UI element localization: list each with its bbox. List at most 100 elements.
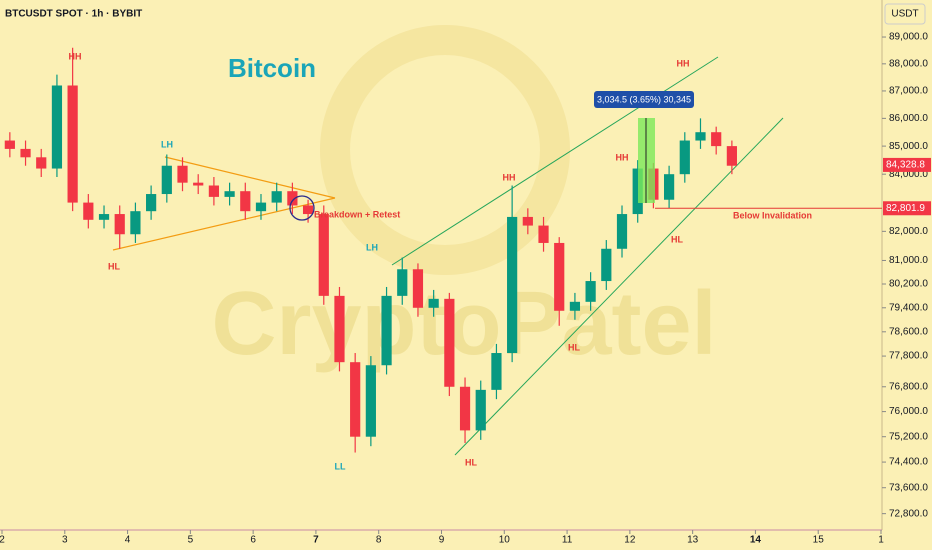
annotation: HH xyxy=(69,51,82,61)
y-tick-label: 81,000.0 xyxy=(889,255,928,266)
candle-body xyxy=(67,85,78,203)
candle-body xyxy=(161,165,172,195)
candle-body xyxy=(318,214,329,296)
y-tick-label: 78,600.0 xyxy=(889,326,928,337)
channel-lower xyxy=(454,117,784,456)
annotation: HL xyxy=(465,457,477,467)
price-label-bg xyxy=(883,157,931,172)
x-tick-label: 13 xyxy=(687,535,699,546)
candle-body xyxy=(365,365,376,437)
price-label: 84,328.8 xyxy=(886,160,925,171)
y-tick-label: 73,600.0 xyxy=(889,482,928,493)
candle-body xyxy=(381,295,392,366)
annotation: HH xyxy=(677,58,690,68)
y-tick-label: 86,000.0 xyxy=(889,113,928,124)
candle-body xyxy=(302,205,314,215)
candle-body xyxy=(522,216,533,226)
price-label-bg xyxy=(883,201,931,216)
x-tick-label: 1 xyxy=(878,535,884,546)
y-tick-label: 75,200.0 xyxy=(889,431,928,442)
candle-body xyxy=(585,281,596,302)
candle-body xyxy=(538,225,549,243)
candle-body xyxy=(255,202,267,212)
candle-body xyxy=(177,165,188,183)
candle-body xyxy=(491,353,502,390)
x-tick-label: 3 xyxy=(62,535,68,546)
y-tick-label: 80,200.0 xyxy=(889,279,928,290)
y-tick-label: 82,000.0 xyxy=(889,226,928,237)
x-tick-label: 4 xyxy=(125,535,131,546)
x-tick-label: 8 xyxy=(376,535,382,546)
annotation: HH xyxy=(616,152,629,162)
candle-body xyxy=(601,248,612,282)
annotation: Below Invalidation xyxy=(733,210,812,220)
candle-body xyxy=(83,202,94,220)
watermark: CryptoPatel xyxy=(211,274,716,374)
x-tick-label: 12 xyxy=(624,535,636,546)
candle-body xyxy=(271,191,282,203)
watermark-logo xyxy=(320,25,570,275)
candle-body xyxy=(240,191,251,212)
candle-body xyxy=(334,295,345,363)
x-tick-label: 6 xyxy=(250,535,256,546)
candle-body xyxy=(428,298,439,308)
candle-body xyxy=(36,157,47,169)
candle-body xyxy=(146,194,157,212)
candle-body xyxy=(130,211,141,235)
x-tick-label: 15 xyxy=(813,535,825,546)
candle-body xyxy=(663,174,675,200)
triangle-lower xyxy=(112,197,336,251)
candle-body xyxy=(20,148,31,158)
candle-body xyxy=(208,185,220,197)
candle-body xyxy=(632,168,643,215)
price-label: 82,801.9 xyxy=(886,203,925,214)
candle-body xyxy=(98,214,110,220)
x-tick-label: 10 xyxy=(499,535,511,546)
y-tick-label: 88,000.0 xyxy=(889,58,928,69)
currency: USDT xyxy=(891,9,918,20)
triangle-upper xyxy=(164,156,336,199)
candle-body xyxy=(350,362,361,437)
candle-body xyxy=(616,214,628,249)
annotation: HL xyxy=(568,342,580,352)
x-tick-label: 2 xyxy=(0,535,5,546)
annotation: LH xyxy=(161,139,173,149)
candle-body xyxy=(193,182,204,186)
channel-upper xyxy=(391,56,719,266)
candle-body xyxy=(507,216,518,354)
y-tick-label: 85,000.0 xyxy=(889,141,928,152)
x-tick-label: 14 xyxy=(750,535,762,546)
candle-body xyxy=(114,214,125,235)
candle-body xyxy=(726,146,737,166)
candle-body xyxy=(397,269,408,296)
candle-body xyxy=(412,269,424,308)
x-tick-label: 9 xyxy=(439,535,445,546)
annotation: LL xyxy=(335,461,346,471)
y-tick-label: 76,800.0 xyxy=(889,381,928,392)
candle-body xyxy=(459,386,471,431)
symbol-header: BTCUSDT SPOT · 1h · BYBIT xyxy=(5,9,142,20)
y-tick-label: 76,000.0 xyxy=(889,406,928,417)
annotation: Breakdown + Retest xyxy=(314,209,400,219)
annotation: HL xyxy=(108,261,120,271)
candle-body xyxy=(554,242,565,311)
candle-body xyxy=(679,140,690,175)
candle-body xyxy=(711,132,722,147)
candle-body xyxy=(4,140,15,149)
candle-body xyxy=(51,85,63,169)
annotation: HH xyxy=(503,172,516,182)
x-tick-label: 11 xyxy=(562,535,573,546)
measure-label: 3,034.5 (3.65%) 30,345 xyxy=(597,94,691,104)
candle-body xyxy=(224,191,235,197)
candle-body xyxy=(475,389,486,431)
y-tick-label: 84,000.0 xyxy=(889,169,928,180)
y-tick-label: 87,000.0 xyxy=(889,86,928,97)
x-tick-label: 7 xyxy=(313,535,319,546)
candle-body xyxy=(695,132,706,141)
annotation: HL xyxy=(671,234,683,244)
retest-circle xyxy=(289,195,315,221)
y-tick-label: 74,400.0 xyxy=(889,457,928,468)
y-tick-label: 72,800.0 xyxy=(889,508,928,519)
x-tick-label: 5 xyxy=(188,535,194,546)
